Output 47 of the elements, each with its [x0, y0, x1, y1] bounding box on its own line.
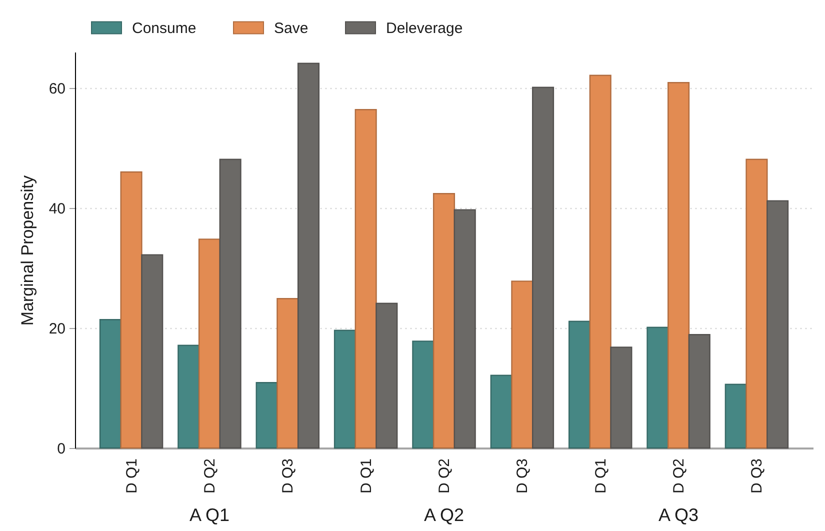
bar [610, 346, 632, 449]
text: A Q2 [424, 505, 464, 525]
bar [141, 254, 164, 449]
x-tick-label: D Q1 [358, 458, 375, 494]
y-tick-label: 60 [48, 80, 66, 98]
bar [354, 109, 377, 449]
y-tick-label: 20 [48, 320, 66, 338]
bar [334, 330, 356, 449]
x-tick-label: D Q3 [748, 458, 766, 494]
bar [454, 209, 476, 449]
bar [120, 171, 142, 449]
x-tick-label: D Q3 [514, 458, 532, 494]
bar [219, 158, 242, 449]
y-axis-title: Marginal Propensity [18, 174, 37, 326]
bar [99, 319, 122, 449]
bar [178, 344, 200, 449]
bar [568, 320, 591, 449]
bar [646, 326, 669, 449]
x-tick-label: D Q2 [436, 458, 453, 494]
bar [412, 340, 434, 449]
text: A Q1 [189, 505, 230, 525]
text: A Q3 [658, 505, 699, 525]
bar [198, 238, 220, 449]
bar [276, 298, 299, 449]
x-tick-label: D Q2 [201, 458, 218, 494]
legend-label: Deleverage [386, 20, 463, 37]
x-tick-label: D Q1 [592, 458, 610, 494]
y-tick-label: 40 [48, 200, 66, 218]
bar [724, 384, 747, 449]
x-tick-label: D Q2 [670, 458, 688, 494]
bar [746, 158, 768, 449]
bar [688, 334, 710, 449]
bar [256, 382, 278, 449]
y-tick-label: 0 [57, 440, 66, 458]
legend-label: Consume [132, 20, 196, 37]
bar [376, 302, 398, 449]
bar [532, 86, 554, 449]
bar [490, 374, 512, 449]
bar [297, 62, 320, 449]
bar [511, 280, 534, 449]
bar [668, 82, 690, 449]
bar [589, 74, 612, 449]
x-tick-label: D Q3 [280, 458, 297, 494]
bar [432, 193, 456, 449]
legend-label: Save [274, 20, 308, 37]
bar [766, 200, 789, 449]
x-tick-label: D Q1 [123, 458, 140, 494]
